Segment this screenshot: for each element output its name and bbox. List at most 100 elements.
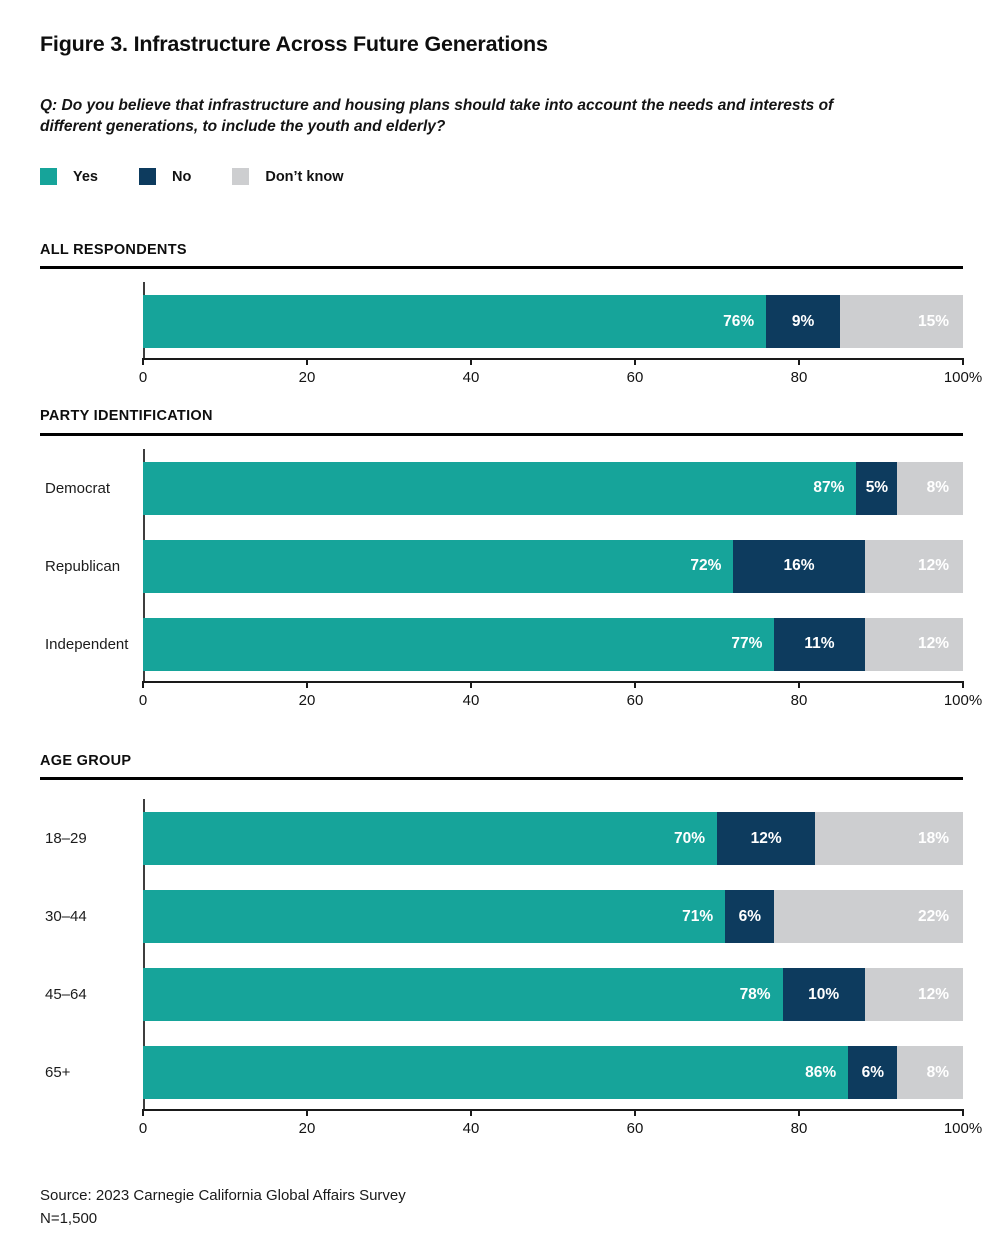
bar-value-label: 12% [750, 829, 782, 847]
x-axis-line [143, 358, 963, 361]
legend-label: Don’t know [265, 168, 344, 185]
section-all-respondents: ALL RESPONDENTS 76% 9% 15% 0 20 40 60 80 100% [40, 242, 982, 387]
axis-tick-label: 80 [790, 1120, 808, 1138]
bar-value-label: 12% [917, 557, 949, 575]
bar-segment-don-t-know: 12% [864, 539, 963, 593]
y-axis-line [143, 799, 145, 1112]
category-label: Independent [45, 635, 129, 653]
x-axis: 0 20 40 60 80 100% [139, 680, 982, 709]
stacked-bar-chart: Democrat 87% 5% 8% Republican 72% 16% 12% Indepe… [40, 436, 982, 709]
bar-value-label: 71% [682, 907, 714, 925]
bar-value-label: 86% [805, 1063, 837, 1081]
axis-tick-label: 40 [462, 369, 480, 387]
stacked-bar: 70% 12% 18% [143, 812, 963, 866]
axis-tick [634, 680, 636, 688]
axis-tick [962, 680, 964, 688]
bar-value-label: 77% [731, 635, 763, 653]
bar-value-label: 11% [804, 635, 835, 653]
stacked-bar: 77% 11% 12% [143, 617, 963, 671]
axis-tick-label: 80 [790, 691, 808, 709]
chart-row-65: 65+ 86% 6% 8% [40, 1046, 963, 1100]
legend-swatch-don-t-know [232, 168, 250, 186]
axis-tick [470, 358, 472, 366]
axis-tick [142, 358, 144, 366]
axis-tick [798, 1109, 800, 1117]
charts: ALL RESPONDENTS 76% 9% 15% 0 20 40 60 80 100% PART… [40, 242, 982, 1138]
bar-value-label: 6% [861, 1063, 884, 1081]
bar-value-label: 72% [690, 557, 722, 575]
chart-row-18-29: 18–29 70% 12% 18% [40, 812, 963, 866]
bar-value-label: 5% [865, 479, 889, 497]
bar-value-label: 8% [926, 479, 949, 497]
axis-tick [306, 1109, 308, 1117]
legend-swatch-no [139, 168, 156, 186]
category-label: 65+ [45, 1064, 71, 1082]
legend-item-yes: Yes [40, 168, 98, 186]
bar-segment-no: 16% [733, 539, 865, 593]
x-axis: 0 20 40 60 80 100% [139, 358, 982, 387]
bar-segment-yes: 86% [143, 1046, 849, 1100]
category-label: 30–44 [45, 908, 87, 926]
bar-segment-yes: 77% [143, 617, 775, 671]
stacked-bar: 87% 5% 8% [143, 461, 963, 515]
x-axis: 0 20 40 60 80 100% [139, 1109, 982, 1138]
bar-segment-no: 6% [848, 1046, 898, 1100]
bar-value-label: 18% [917, 829, 949, 847]
chart-row-republican: Republican 72% 16% 12% [40, 539, 963, 593]
bar-segment-no: 11% [774, 617, 865, 671]
bar-value-label: 12% [917, 985, 949, 1003]
axis-tick-label: 100% [943, 1120, 983, 1138]
axis-tick [306, 358, 308, 366]
bar-value-label: 76% [723, 312, 755, 330]
bar-value-label: 8% [926, 1063, 949, 1081]
bar-value-label: 10% [808, 985, 840, 1003]
axis-tick [798, 358, 800, 366]
bar-segment-yes: 78% [143, 968, 783, 1022]
x-axis-line [143, 680, 963, 683]
axis-tick [962, 1109, 964, 1117]
bar-segment-yes: 87% [143, 461, 857, 515]
bar-segment-yes: 71% [143, 890, 726, 944]
bar-value-label: 12% [917, 635, 949, 653]
section-header: PARTY IDENTIFICATION [40, 408, 963, 436]
section-age-group: AGE GROUP 18–29 70% 12% 18% 30–44 71% 6% 22% 45–6… [40, 753, 982, 1138]
axis-tick [634, 358, 636, 366]
chart-row-bar: 76% 9% 15% [40, 295, 963, 349]
legend-label: No [172, 168, 192, 185]
bar-segment-don-t-know: 8% [897, 461, 963, 515]
bar-segment-don-t-know: 18% [815, 812, 963, 866]
bar-segment-yes: 70% [143, 812, 717, 866]
chart-row-democrat: Democrat 87% 5% 8% [40, 461, 963, 515]
axis-tick-label: 60 [626, 1120, 644, 1138]
legend-item-don-t-know: Don’t know [232, 168, 344, 186]
category-label: 45–64 [45, 986, 87, 1004]
legend-swatch-yes [40, 168, 57, 186]
axis-tick [142, 680, 144, 688]
bar-segment-yes: 76% [143, 295, 767, 349]
survey-question: Q: Do you believe that infrastructure an… [40, 96, 834, 136]
bar-value-label: 15% [917, 312, 949, 330]
source-line: Source: 2023 Carnegie California Global … [40, 1187, 406, 1205]
bar-segment-don-t-know: 8% [897, 1046, 963, 1100]
bar-value-label: 70% [673, 829, 705, 847]
stacked-bar: 71% 6% 22% [143, 890, 963, 944]
axis-tick [798, 680, 800, 688]
bar-segment-no: 6% [725, 890, 775, 944]
chart-rows: Democrat 87% 5% 8% Republican 72% 16% 12% Indepe… [40, 448, 963, 683]
axis-tick-label: 40 [462, 1120, 480, 1138]
axis-tick [470, 1109, 472, 1117]
axis-tick-label: 0 [138, 1120, 148, 1138]
bar-segment-don-t-know: 22% [774, 890, 963, 944]
axis-tick-label: 0 [138, 369, 148, 387]
bar-value-label: 78% [739, 985, 771, 1003]
bar-segment-yes: 72% [143, 539, 734, 593]
bar-value-label: 9% [791, 312, 815, 330]
chart-row-30-44: 30–44 71% 6% 22% [40, 890, 963, 944]
axis-tick [634, 1109, 636, 1117]
axis-tick-label: 20 [298, 1120, 316, 1138]
bar-segment-don-t-know: 12% [864, 617, 963, 671]
axis-tick-label: 60 [626, 369, 644, 387]
stacked-bar-chart: 18–29 70% 12% 18% 30–44 71% 6% 22% 45–64 78% 10% 12… [40, 780, 982, 1138]
chart-row-45-64: 45–64 78% 10% 12% [40, 968, 963, 1022]
